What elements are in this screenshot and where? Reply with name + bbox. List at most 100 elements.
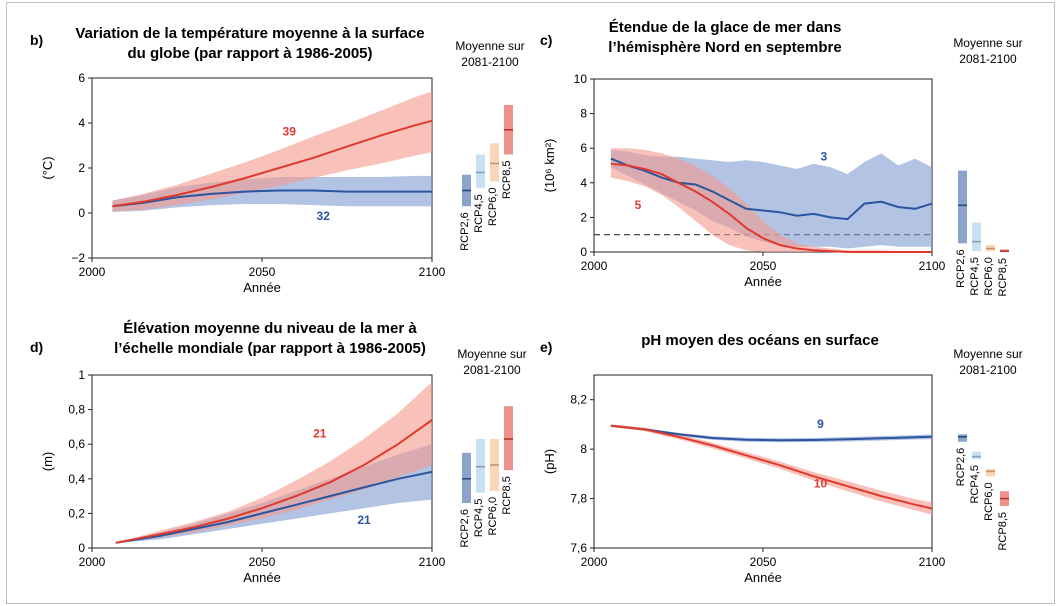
side-title: 2081-2100 [959,52,1017,66]
scenario-label: RCP4,5 [473,194,485,233]
panel-label: e) [540,339,552,355]
x-tick-label: 2050 [249,555,276,569]
uncertainty-band-RCP8,5 [610,424,932,515]
x-tick-label: 2050 [249,265,276,279]
y-tick-label: 2 [78,161,85,175]
chart-title-line: du globe (par rapport à 1986-2005) [127,45,372,62]
range-bar-RCP2,6 [958,170,967,244]
model-count-label: 21 [313,426,327,440]
model-count-label: 9 [817,417,824,431]
x-tick-label: 2100 [919,259,946,273]
series-line-RCP2,6 [112,189,432,208]
x-tick-label: 2050 [750,259,777,273]
y-tick-label: 0 [580,245,587,259]
x-tick-label: 2000 [79,265,106,279]
uncertainty-band-RCP2,6 [610,424,932,443]
panel-e: e) pH moyen des océans en surface Moyenne … [540,332,1023,585]
side-title: 2081-2100 [461,55,519,69]
series-line-RCP8,5 [610,424,933,510]
y-tick-label: 8 [580,442,587,456]
x-axis-label: Année [744,570,782,585]
series-line-RCP2,6 [610,157,933,221]
range-bar-RCP4,5 [972,451,981,460]
y-tick-label: 2 [580,210,587,224]
y-tick-label: 6 [78,71,85,85]
scenario-label: RCP4,5 [969,465,981,504]
y-tick-label: 8 [580,107,587,121]
x-tick-label: 2000 [79,555,106,569]
range-bar-RCP6,0 [490,143,499,182]
x-tick-label: 2100 [419,555,446,569]
y-tick-label: 7,8 [570,492,587,506]
panel-label: d) [30,339,43,355]
uncertainty-band-RCP2,6 [112,175,433,212]
y-axis-label: (10⁶ km²) [542,139,557,193]
y-tick-label: 0,6 [68,437,85,451]
panel-label: b) [30,32,43,48]
y-tick-label: 6 [580,141,587,155]
side-title: 2081-2100 [959,363,1017,377]
panel-label: c) [540,32,552,48]
scenario-label: RCP2,6 [955,448,967,487]
scenario-label: RCP6,0 [487,188,499,227]
scenario-label: RCP4,5 [969,257,981,296]
y-tick-label: 0 [78,206,85,220]
chart-title-line: l’échelle mondiale (par rapport à 1986-2… [114,340,426,357]
series-line-RCP8,5 [610,162,932,253]
chart-title-line: Variation de la température moyenne à la… [75,25,424,42]
range-bar-RCP4,5 [972,222,981,252]
range-bar-RCP4,5 [476,439,485,493]
x-tick-label: 2100 [419,265,446,279]
x-tick-label: 2050 [750,555,777,569]
side-title: Moyenne sur [953,347,1022,361]
uncertainty-band-RCP8,5 [610,148,932,252]
series-line-RCP2,6 [115,470,433,544]
model-count-label: 21 [357,513,371,527]
y-tick-label: 7,6 [570,541,587,555]
panel-b: b) Variation de la température moyenne à … [30,25,525,295]
figure-frame [6,2,1055,604]
scenario-label: RCP8,5 [501,476,513,515]
side-title: Moyenne sur [455,39,524,53]
range-bar-RCP6,0 [986,468,995,477]
scenario-label: RCP4,5 [473,499,485,538]
y-tick-label: −2 [71,251,85,265]
x-tick-label: 2000 [581,259,608,273]
side-title: 2081-2100 [463,363,521,377]
model-count-label: 10 [814,476,828,490]
range-bar-RCP2,6 [958,434,967,442]
scenario-label: RCP6,0 [487,497,499,536]
y-tick-label: 4 [78,116,85,130]
panel-d: d) Élévation moyenne du niveau de la mer … [30,320,527,585]
range-bar-RCP2,6 [462,452,471,504]
panel-c: c) Étendue de la glace de mer dans l’hémis… [540,19,1023,297]
y-tick-label: 0,4 [68,472,85,486]
range-bar-RCP8,5 [504,406,513,471]
x-axis-label: Année [243,280,281,295]
side-title: Moyenne sur [953,36,1022,50]
y-axis-label: (m) [40,452,55,472]
model-count-label: 32 [317,209,331,223]
x-axis-label: Année [744,274,782,289]
scenario-label: RCP2,6 [459,509,471,548]
scenario-label: RCP2,6 [459,212,471,251]
series-line-RCP2,6 [610,424,933,442]
model-count-label: 5 [635,198,642,212]
x-axis-label: Année [243,570,281,585]
y-tick-label: 4 [580,176,587,190]
x-tick-label: 2100 [919,555,946,569]
scenario-label: RCP2,6 [955,249,967,288]
y-tick-label: 8,2 [570,393,587,407]
chart-title-line: Élévation moyenne du niveau de la mer à [123,320,417,337]
x-tick-label: 2000 [581,555,608,569]
chart-title-line: Étendue de la glace de mer dans [609,19,842,36]
series-line-RCP8,5 [115,419,433,544]
side-title: Moyenne sur [457,347,526,361]
chart-title-line: pH moyen des océans en surface [641,332,879,349]
series-line-RCP8,5 [112,119,433,208]
y-axis-label: (°C) [40,156,55,179]
y-tick-label: 1 [78,368,85,382]
scenario-label: RCP6,0 [983,257,995,296]
